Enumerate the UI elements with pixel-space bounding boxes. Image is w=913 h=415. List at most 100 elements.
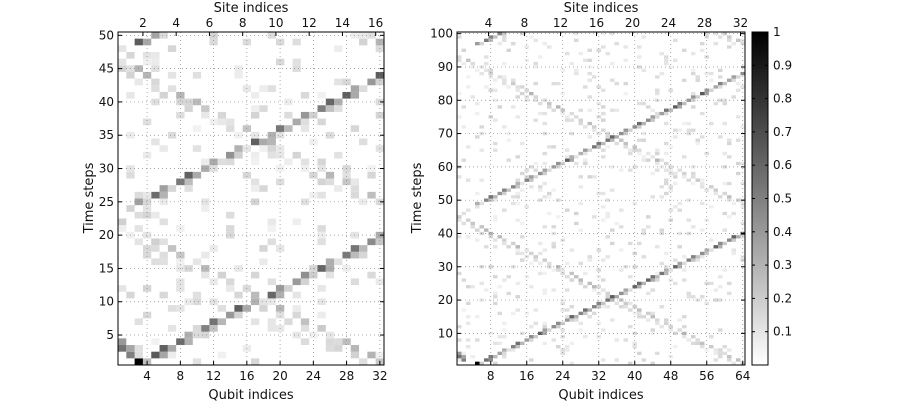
heatmap-cell [275,131,285,139]
heatmap-cell [533,65,538,69]
heatmap-cell [668,188,673,192]
heatmap-cell [466,85,471,89]
heatmap-cell [529,358,534,362]
heatmap-cell [700,135,705,139]
heatmap-cell [520,188,525,192]
heatmap-cell [466,285,471,289]
heatmap-cell [713,188,718,192]
heatmap-cell [367,191,376,199]
y-tick-label: 40 [99,95,114,109]
heatmap-cell [695,258,700,262]
heatmap-cell [664,178,669,182]
heatmap-cell [497,75,502,79]
heatmap-cell [695,338,700,342]
heatmap-cell [740,201,745,206]
heatmap-cell [668,108,673,112]
heatmap-cell [497,191,502,196]
top-tick-label: 16 [368,16,383,30]
heatmap-cell [529,261,534,266]
heatmap-cell [556,161,561,166]
heatmap-cell [655,321,660,326]
heatmap-cell [470,355,475,359]
heatmap-cell [713,358,718,362]
heatmap-cell [184,265,193,272]
heatmap-cell [713,85,718,89]
heatmap-cell [637,308,642,312]
heatmap-cell [226,278,235,286]
heatmap-cell [126,351,135,359]
heatmap-cell [610,108,615,112]
heatmap-cell [547,195,552,199]
heatmap-cell [700,255,705,259]
top-tick-label: 2 [139,16,147,30]
heatmap-cell [317,165,326,172]
x-tick-label: 56 [699,369,714,383]
heatmap-cell [502,38,507,42]
heatmap-cell [167,85,177,92]
heatmap-cell [209,298,218,306]
heatmap-cell [267,32,276,39]
heatmap-cell [126,171,135,179]
heatmap-cell [515,181,520,186]
heatmap-cell [646,291,651,296]
heatmap-cell [727,291,732,296]
heatmap-cell [529,335,534,339]
heatmap-cell [682,48,687,52]
heatmap-cell [159,218,168,226]
heatmap-cell [569,278,574,282]
heatmap-cell [542,258,547,262]
heatmap-cell [587,135,592,139]
heatmap-cell [275,178,285,186]
heatmap-cell [677,201,682,206]
heatmap-cell [292,218,301,226]
heatmap-cell [479,125,484,129]
heatmap-cell [583,125,588,129]
heatmap-cell [359,245,368,252]
heatmap-cell [251,151,260,159]
heatmap-cell [118,225,127,232]
heatmap-cell [650,118,655,122]
heatmap-cell [350,351,360,359]
heatmap-cell [284,285,293,292]
heatmap-cell [610,228,615,232]
heatmap-cell [466,315,471,319]
heatmap-cell [718,351,723,356]
heatmap-cell [506,48,511,52]
heatmap-cell [457,235,462,239]
heatmap-cell [547,145,552,149]
heatmap-cell [317,225,326,232]
heatmap-cell [334,105,343,112]
heatmap-cell [502,351,507,356]
heatmap-cell [457,115,462,119]
heatmap-cell [375,111,384,119]
heatmap-cell [292,311,301,319]
heatmap-cell [560,111,565,116]
right-x-axis-label: Qubit indices [558,388,643,403]
heatmap-cell [601,301,606,306]
heatmap-cell [686,258,691,262]
heatmap-cell [375,198,384,206]
heatmap-cell [209,318,218,326]
heatmap-cell [126,291,135,299]
heatmap-cell [610,318,615,322]
heatmap-cell [342,171,351,179]
heatmap-cell [682,335,687,339]
heatmap-cell [565,261,570,266]
heatmap-cell [479,201,484,206]
heatmap-cell [317,118,326,126]
heatmap-cell [601,148,606,152]
heatmap-cell [317,158,326,166]
heatmap-cell [493,218,498,222]
heatmap-cell [317,265,326,272]
heatmap-cell [578,175,583,179]
heatmap-cell [632,148,637,152]
heatmap-cell [461,358,466,362]
heatmap-cell [475,68,480,72]
heatmap-cell [515,281,520,286]
heatmap-cell [547,261,552,266]
heatmap-cell [511,241,516,246]
heatmap-cell [466,338,471,342]
heatmap-cell [142,58,152,66]
heatmap-cell [538,111,543,116]
heatmap-cell [731,211,736,216]
